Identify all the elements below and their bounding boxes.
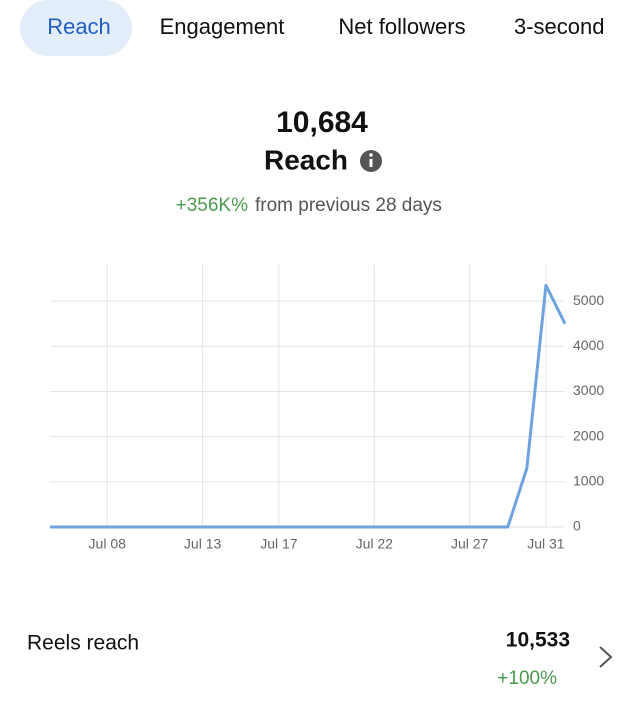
summary-value: 10,684 bbox=[276, 106, 368, 139]
chart: 0 1000 2000 3000 4000 5000 Jul 08 Jul 13 Jul 17 J… bbox=[50, 265, 604, 552]
y-tick-label: 2000 bbox=[573, 427, 604, 443]
y-tick-label: 5000 bbox=[573, 292, 604, 308]
x-tick-label: Jul 17 bbox=[260, 536, 298, 552]
x-tick-label: Jul 31 bbox=[527, 536, 565, 552]
reels-value: 10,533 bbox=[506, 629, 570, 652]
reels-change: +100% bbox=[497, 668, 557, 689]
summary-change: +356K% bbox=[176, 195, 248, 216]
info-icon-dot bbox=[369, 153, 373, 157]
info-icon-stem bbox=[369, 159, 373, 167]
x-tick-label: Jul 27 bbox=[451, 536, 489, 552]
y-tick-label: 1000 bbox=[573, 473, 604, 489]
summary-comparison: from previous 28 days bbox=[255, 195, 442, 216]
reels-label[interactable]: Reels reach bbox=[27, 632, 139, 655]
tab[interactable]: 3-second bbox=[514, 14, 605, 39]
tab[interactable]: Reach bbox=[47, 14, 111, 39]
y-tick-label: 0 bbox=[573, 518, 581, 534]
line bbox=[50, 283, 567, 529]
summary-label: Reach bbox=[264, 144, 348, 175]
x-tick-label: Jul 08 bbox=[89, 536, 127, 552]
y-tick-label: 4000 bbox=[573, 337, 604, 353]
x-tick-label: Jul 13 bbox=[184, 536, 222, 552]
y-tick-label: 3000 bbox=[573, 382, 604, 398]
x-tick-label: Jul 22 bbox=[356, 536, 394, 552]
active-tab-pill[interactable] bbox=[20, 0, 132, 56]
tab[interactable]: Net followers bbox=[338, 14, 465, 39]
tab[interactable]: Engagement bbox=[160, 14, 285, 39]
chevron[interactable] bbox=[599, 646, 613, 668]
